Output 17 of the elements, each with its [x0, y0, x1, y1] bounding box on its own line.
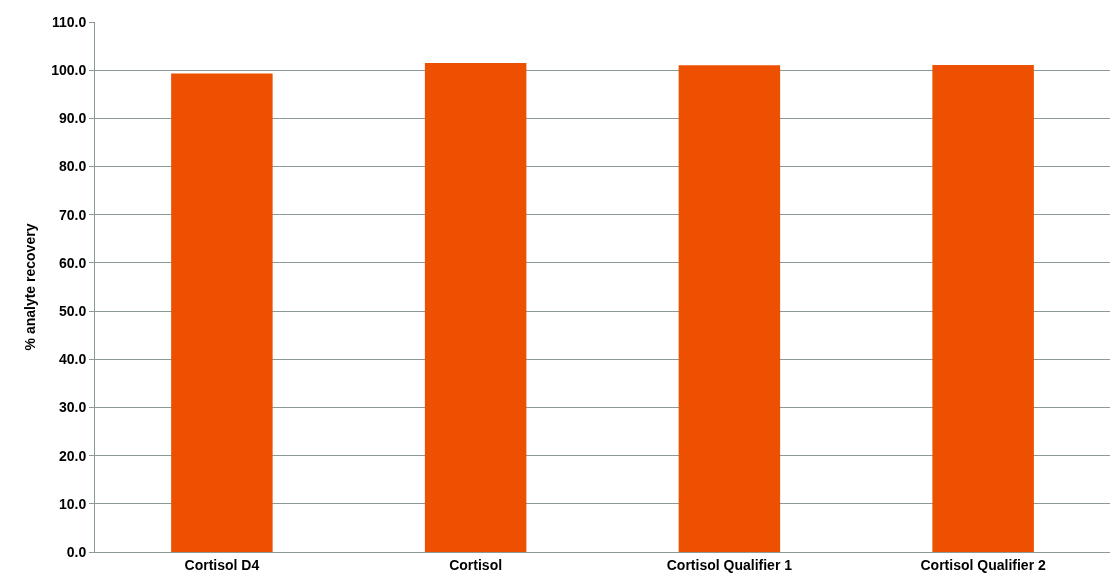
y-tick-label: 10.0 [58, 495, 87, 512]
y-tick-label: 80.0 [58, 158, 87, 175]
y-axis-title: % analyte recovery [21, 223, 38, 351]
x-tick-label: Cortisol [449, 556, 503, 573]
x-tick-label: Cortisol D4 [184, 556, 260, 573]
y-tick-label: 0.0 [66, 543, 87, 560]
y-tick-label: 100.0 [51, 62, 87, 79]
x-tick-label: Cortisol Qualifier 1 [666, 556, 793, 573]
y-tick-label: 30.0 [58, 399, 87, 416]
x-tick-label: Cortisol Qualifier 2 [920, 556, 1046, 573]
y-tick-label: 90.0 [58, 110, 87, 127]
y-tick-label: 60.0 [58, 254, 87, 271]
y-tick-label: 110.0 [51, 13, 87, 30]
y-tick-label: 70.0 [58, 206, 87, 223]
y-tick-label: 50.0 [58, 302, 87, 319]
y-tick-label: 40.0 [58, 351, 87, 368]
y-tick-label: 20.0 [58, 447, 87, 464]
